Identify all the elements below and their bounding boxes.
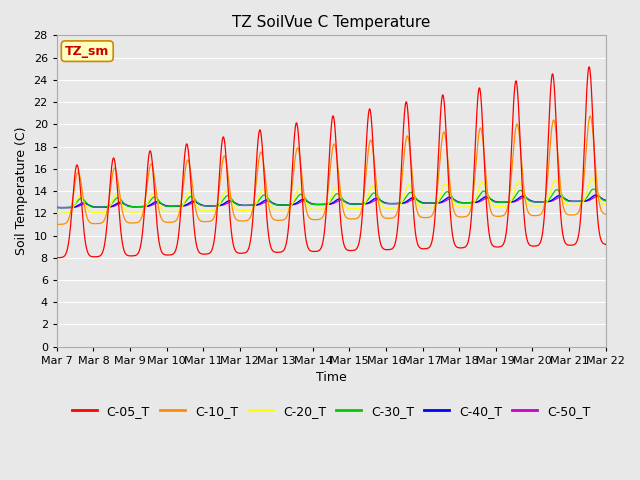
Y-axis label: Soil Temperature (C): Soil Temperature (C) — [15, 127, 28, 255]
Title: TZ SoilVue C Temperature: TZ SoilVue C Temperature — [232, 15, 430, 30]
X-axis label: Time: Time — [316, 372, 347, 384]
Legend: C-05_T, C-10_T, C-20_T, C-30_T, C-40_T, C-50_T: C-05_T, C-10_T, C-20_T, C-30_T, C-40_T, … — [67, 400, 596, 423]
Text: TZ_sm: TZ_sm — [65, 45, 109, 58]
